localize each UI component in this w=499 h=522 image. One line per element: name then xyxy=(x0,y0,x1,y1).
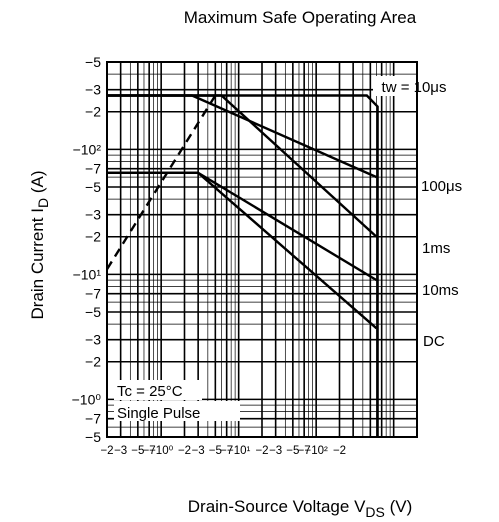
y-tick-label: −5 xyxy=(85,179,101,195)
annotation-boxes xyxy=(114,76,481,421)
x-axis-label-unit: (V) xyxy=(385,497,412,516)
y-axis-label-unit: (A) xyxy=(28,171,47,198)
x-tick-label: −10¹ xyxy=(227,445,251,457)
label-100us-bg xyxy=(419,175,481,195)
label-10ms: 10ms xyxy=(422,282,459,299)
series-line-0 xyxy=(107,94,379,437)
series-lines xyxy=(105,94,379,437)
x-tick-label: −2 xyxy=(178,445,191,457)
y-tick-label: −2 xyxy=(85,354,101,370)
condition-single-pulse: Single Pulse xyxy=(117,405,200,422)
y-tick-label: −2 xyxy=(85,104,101,120)
tw-label: tw = 10μs xyxy=(382,79,447,96)
y-tick-label: −5 xyxy=(85,429,101,445)
x-axis-label-main: Drain-Source Voltage V xyxy=(188,497,366,516)
label-dc-bg xyxy=(419,329,457,349)
tw-label-bg xyxy=(373,76,456,96)
label-dc: DC xyxy=(423,333,445,350)
y-tick-label: −3 xyxy=(85,207,101,223)
y-tick-label: −3 xyxy=(85,332,101,348)
y-tick-label: −3 xyxy=(85,82,101,98)
condition-temperature-bg xyxy=(114,380,202,400)
y-tick-labels: −5 −3 −2 −10² −7 −5 −3 −2 −10¹ −7 −5 −3 −2 −10⁰ −7 −5 xyxy=(72,54,102,445)
label-1ms-bg xyxy=(419,237,457,257)
condition-single-pulse-bg xyxy=(114,401,240,421)
plot-frame xyxy=(106,61,418,438)
x-axis-label-sub: DS xyxy=(365,504,384,520)
x-tick-label: −2 xyxy=(255,445,268,457)
x-tick-label: −5 xyxy=(209,445,222,457)
y-axis-label-sub: D xyxy=(35,198,51,208)
y-tick-label: −7 xyxy=(85,161,101,177)
x-axis-label: Drain-Source Voltage VDS (V) xyxy=(188,497,413,520)
x-tick-label: −10⁰ xyxy=(149,445,174,457)
label-10ms-bg xyxy=(419,279,467,299)
x-tick-label: −2 xyxy=(333,445,346,457)
x-tick-labels: −2 −3 −5−7−10⁰ −2 −3 −5−7−10¹ −2 −3 −5−7−10² −2 xyxy=(100,445,346,457)
label-1ms: 1ms xyxy=(422,240,450,257)
x-tick-label: −7 xyxy=(220,445,233,457)
x-tick-label: −5 xyxy=(286,445,299,457)
x-tick-label: −3 xyxy=(192,445,205,457)
chart-title: Maximum Safe Operating Area xyxy=(184,8,417,27)
y-tick-label: −7 xyxy=(85,411,101,427)
x-tick-label: −2 xyxy=(100,445,113,457)
y-tick-label: −5 xyxy=(85,54,101,70)
x-tick-label: −10² xyxy=(304,445,328,457)
y-tick-label: −7 xyxy=(85,286,101,302)
y-tick-label: −10¹ xyxy=(73,266,102,282)
series-line-3 xyxy=(107,171,378,282)
y-axis-label: Drain Current ID (A) xyxy=(28,171,51,320)
label-100us: 100μs xyxy=(421,178,462,195)
series-line-2 xyxy=(107,94,378,238)
y-axis-label-main: Drain Current I xyxy=(28,208,47,319)
y-tick-label: −5 xyxy=(85,304,101,320)
x-tick-label: −3 xyxy=(269,445,282,457)
condition-temperature: Tc = 25°C xyxy=(117,383,183,400)
y-tick-label: −10⁰ xyxy=(72,391,102,407)
series-line-4 xyxy=(107,171,378,330)
x-tick-label: −5 xyxy=(131,445,144,457)
y-tick-label: −10² xyxy=(73,141,102,157)
x-tick-label: −7 xyxy=(143,445,156,457)
y-tick-label: −2 xyxy=(85,229,101,245)
series-line-5 xyxy=(105,94,217,270)
series-line-1 xyxy=(107,94,377,179)
x-tick-label: −3 xyxy=(114,445,127,457)
x-tick-label: −7 xyxy=(298,445,311,457)
